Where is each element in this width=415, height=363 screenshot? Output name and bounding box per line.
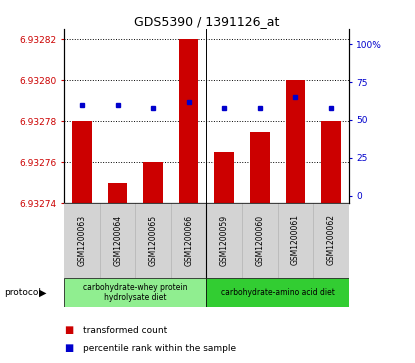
Text: ▶: ▶ [39,287,47,298]
Text: GSM1200066: GSM1200066 [184,215,193,266]
Text: carbohydrate-amino acid diet: carbohydrate-amino acid diet [221,288,334,297]
Bar [215,152,234,203]
Title: GDS5390 / 1391126_at: GDS5390 / 1391126_at [134,15,279,28]
Text: carbohydrate-whey protein
hydrolysate diet: carbohydrate-whey protein hydrolysate di… [83,283,188,302]
Text: GSM1200060: GSM1200060 [255,215,264,266]
Bar [72,121,92,203]
Text: transformed count: transformed count [83,326,167,335]
Bar [64,278,207,307]
Text: ■: ■ [64,325,73,335]
Bar [207,278,349,307]
Text: protocol: protocol [4,288,41,297]
Text: ■: ■ [64,343,73,354]
Bar [286,80,305,203]
Text: GSM1200064: GSM1200064 [113,215,122,266]
Text: GSM1200065: GSM1200065 [149,215,158,266]
Bar [108,183,127,203]
Text: GSM1200062: GSM1200062 [326,215,335,265]
Text: GSM1200059: GSM1200059 [220,215,229,266]
Bar [179,39,198,203]
Text: GSM1200063: GSM1200063 [78,215,87,266]
Bar [321,121,341,203]
Bar [144,162,163,203]
Bar [250,131,269,203]
Text: percentile rank within the sample: percentile rank within the sample [83,344,236,353]
Text: GSM1200061: GSM1200061 [291,215,300,265]
